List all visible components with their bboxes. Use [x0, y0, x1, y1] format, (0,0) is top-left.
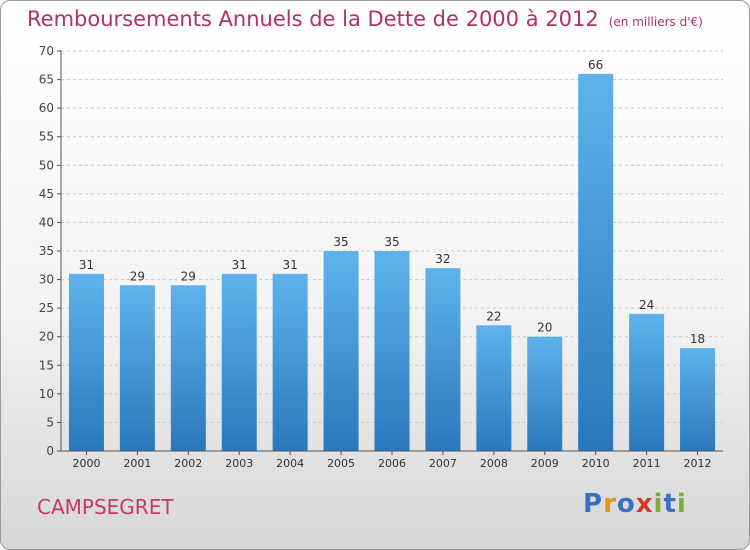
data-label: 66	[588, 58, 603, 72]
bar	[527, 336, 563, 451]
data-label: 22	[486, 309, 501, 323]
y-tick-label: 55	[39, 130, 54, 144]
y-tick-label: 45	[39, 187, 54, 201]
proxiti-logo[interactable]: Proxiti	[583, 489, 687, 519]
data-label: 29	[181, 269, 196, 283]
y-tick-label: 10	[39, 387, 54, 401]
y-tick-label: 20	[39, 330, 54, 344]
data-label: 18	[690, 332, 705, 346]
place-name: CAMPSEGRET	[37, 495, 174, 519]
bar	[578, 73, 614, 451]
y-tick-label: 40	[39, 215, 54, 229]
chart-title: Remboursements Annuels de la Dette de 20…	[27, 7, 703, 31]
y-tick-label: 0	[46, 444, 54, 458]
logo-letter: t	[663, 489, 677, 519]
bars	[68, 73, 716, 451]
data-label: 32	[435, 252, 450, 266]
y-tick-label: 30	[39, 273, 54, 287]
data-label: 31	[283, 258, 298, 272]
x-tick-label: 2003	[225, 457, 253, 470]
logo-letter: r	[603, 489, 617, 519]
data-label: 24	[639, 298, 654, 312]
x-tick-label: 2012	[684, 457, 712, 470]
y-tick-label: 35	[39, 244, 54, 258]
y-tick-label: 5	[46, 415, 54, 429]
x-tick-label: 2007	[429, 457, 457, 470]
logo-letter: i	[676, 489, 687, 519]
x-tick-label: 2011	[633, 457, 661, 470]
bar	[221, 273, 257, 451]
data-label: 31	[232, 258, 247, 272]
data-label: 35	[384, 235, 399, 249]
bar	[374, 251, 410, 451]
bar	[170, 285, 206, 451]
y-tick-label: 50	[39, 158, 54, 172]
y-tick-label: 65	[39, 73, 54, 87]
x-tick-label: 2000	[72, 457, 100, 470]
logo-letter: P	[583, 489, 604, 519]
title-text: Remboursements Annuels de la Dette de 20…	[27, 7, 599, 31]
bar	[119, 285, 155, 451]
bar	[68, 273, 104, 451]
y-tick-label: 60	[39, 101, 54, 115]
data-label: 31	[79, 258, 94, 272]
title-unit: (en milliers d'€)	[608, 15, 703, 29]
x-tick-label: 2009	[531, 457, 559, 470]
y-tick-label: 25	[39, 301, 54, 315]
bar	[476, 325, 512, 451]
y-tick-label: 70	[39, 44, 54, 58]
axes	[57, 50, 723, 455]
data-label: 35	[333, 235, 348, 249]
data-label: 20	[537, 321, 552, 335]
labels: 0 5 10 15 20 25 30 35 40 45 50 55 60 65 70 31 2000 29 2001…	[39, 44, 712, 470]
bar	[425, 268, 461, 451]
logo-letter: i	[653, 489, 664, 519]
x-tick-label: 2006	[378, 457, 406, 470]
x-tick-label: 2004	[276, 457, 304, 470]
x-tick-label: 2010	[582, 457, 610, 470]
bar	[323, 251, 359, 451]
x-tick-label: 2002	[174, 457, 202, 470]
data-label: 29	[130, 269, 145, 283]
x-tick-label: 2005	[327, 457, 355, 470]
x-tick-label: 2001	[123, 457, 151, 470]
y-tick-label: 15	[39, 358, 54, 372]
bar	[680, 348, 716, 451]
logo-letter: o	[616, 489, 636, 519]
bar	[629, 313, 665, 451]
logo-letter: x	[635, 489, 654, 519]
x-tick-label: 2008	[480, 457, 508, 470]
bar	[272, 273, 308, 451]
